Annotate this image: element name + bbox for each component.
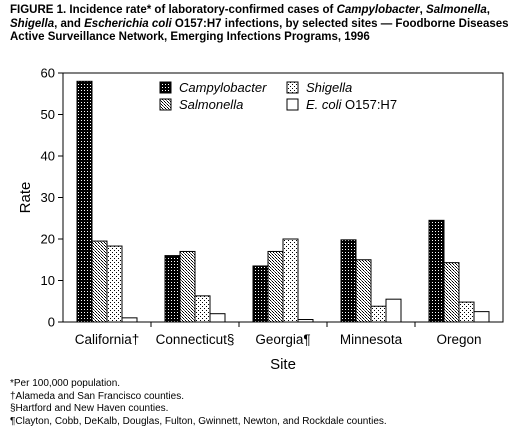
title-part: , and xyxy=(54,17,85,30)
title-part: Escherichia coli xyxy=(84,17,172,30)
y-tick-label: 30 xyxy=(41,190,55,205)
x-tick-label: Georgia¶ xyxy=(255,332,310,347)
footnote: §Hartford and New Haven counties. xyxy=(10,403,169,414)
footnote: ¶Clayton, Cobb, DeKalb, Douglas, Fulton,… xyxy=(10,415,387,427)
x-axis-label: Site xyxy=(270,356,296,373)
bar xyxy=(209,313,226,323)
y-tick-label: 20 xyxy=(41,232,55,247)
x-tick-label: Minnesota xyxy=(340,332,403,347)
y-tick-label: 0 xyxy=(48,315,55,330)
title-part: FIGURE 1. Incidence rate* of laboratory-… xyxy=(10,4,337,16)
title-part: Shigella xyxy=(10,17,55,30)
footnote: †Alameda and San Francisco counties. xyxy=(10,390,184,402)
figure-title: FIGURE 1. Incidence rate* of laboratory-… xyxy=(10,4,510,45)
footnote: *Per 100,000 population. xyxy=(10,378,121,389)
bar xyxy=(428,219,445,323)
legend-label: E. coli O157:H7 xyxy=(306,97,397,112)
title-part: Salmonella xyxy=(426,4,487,16)
title-part: , xyxy=(419,4,427,16)
bar xyxy=(297,319,314,323)
bar xyxy=(267,250,284,323)
bar xyxy=(194,295,211,323)
bar xyxy=(252,265,269,323)
bar xyxy=(370,305,387,323)
bar xyxy=(179,250,196,323)
legend-label: Shigella xyxy=(306,80,352,95)
bar xyxy=(76,80,93,323)
y-tick-label: 40 xyxy=(41,149,55,164)
footnotes: *Per 100,000 population. †Alameda and Sa… xyxy=(10,378,510,428)
bar xyxy=(473,311,490,323)
x-tick-label: Connecticut§ xyxy=(156,332,235,347)
y-tick-label: 50 xyxy=(41,107,55,122)
x-tick-label: California† xyxy=(75,332,140,347)
legend-swatch xyxy=(286,81,299,94)
y-axis-label: Rate xyxy=(17,182,34,214)
legend-swatch xyxy=(159,98,172,111)
title-part: O157:H7 infections, by selected sites — … xyxy=(10,17,509,44)
bar xyxy=(282,238,299,323)
legend-swatch xyxy=(286,98,299,111)
title-part: Campylobacter xyxy=(336,4,420,16)
y-tick-label: 60 xyxy=(41,66,55,81)
bar xyxy=(355,259,372,323)
bar xyxy=(91,240,108,323)
bar xyxy=(164,255,181,323)
legend-label: Campylobacter xyxy=(179,80,267,95)
bar xyxy=(385,298,402,323)
plot-area: 0 10 20 30 40 50 60 California† Connecticut§ Geor… xyxy=(17,66,504,373)
bar-chart: 0 10 20 30 40 50 60 California† Connecticut§ Geor… xyxy=(17,66,504,373)
bar xyxy=(106,245,123,323)
y-tick-label: 10 xyxy=(41,273,55,288)
x-tick-label: Oregon xyxy=(436,332,481,347)
title-part: , xyxy=(486,4,490,16)
bar xyxy=(340,239,357,323)
bar xyxy=(121,317,138,323)
legend-label: Salmonella xyxy=(179,97,243,112)
bar xyxy=(458,301,475,323)
legend-swatch xyxy=(159,81,172,94)
bar xyxy=(443,262,460,323)
